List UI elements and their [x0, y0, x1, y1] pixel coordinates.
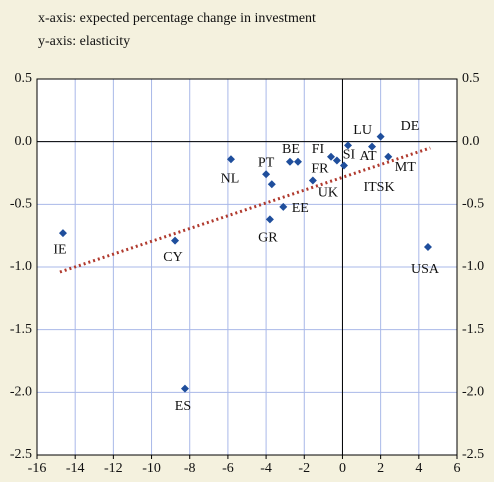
- point-label: IE: [53, 242, 66, 257]
- y-tick-label: -0.5: [10, 197, 32, 212]
- point: [262, 170, 271, 179]
- x-tick-label: -6: [222, 461, 234, 476]
- y-tick-label: -1.5: [462, 322, 484, 337]
- x-tick-label: -10: [142, 461, 161, 476]
- point: [58, 229, 67, 238]
- y-tick-label: 0.5: [462, 71, 480, 86]
- point: [308, 176, 317, 185]
- plot-border: [36, 78, 458, 456]
- point: [332, 156, 341, 165]
- point-label: UK: [318, 186, 338, 201]
- point-label: CY: [163, 250, 182, 265]
- x-tick-label: -4: [260, 461, 272, 476]
- y-tick-label: -2.5: [462, 447, 484, 462]
- point: [339, 161, 348, 170]
- note: y-axis: elasticity: [38, 34, 130, 49]
- annotation: ITSK: [363, 180, 394, 195]
- note: x-axis: expected percentage change in in…: [38, 11, 316, 26]
- point: [423, 242, 432, 251]
- y-tick-label: -2.0: [10, 385, 32, 400]
- point-label: SI: [343, 148, 356, 163]
- y-tick-label: 0.0: [15, 134, 33, 149]
- x-tick-label: -8: [184, 461, 196, 476]
- point-label: FR: [311, 162, 329, 177]
- point-label: MT: [395, 160, 416, 175]
- point-label: USA: [411, 262, 440, 277]
- y-tick-label: -1.0: [462, 259, 484, 274]
- x-tick-label: -16: [28, 461, 47, 476]
- point: [376, 132, 385, 141]
- point: [265, 215, 274, 224]
- y-tick-label: -1.5: [10, 322, 32, 337]
- x-tick-label: 6: [454, 461, 461, 476]
- point: [343, 141, 352, 150]
- point-label: AT: [359, 149, 377, 164]
- point-label: FI: [312, 142, 325, 157]
- point: [171, 236, 180, 245]
- point-label: PT: [258, 155, 275, 170]
- y-tick-label: -0.5: [462, 197, 484, 212]
- point: [267, 180, 276, 189]
- point-label: ES: [175, 399, 191, 414]
- y-tick-label: -2.5: [10, 447, 32, 462]
- y-tick-label: 0.5: [15, 71, 33, 86]
- point-label: LU: [353, 123, 372, 138]
- point: [384, 152, 393, 161]
- trend-line: [59, 146, 431, 274]
- point: [226, 155, 235, 164]
- x-tick-label: -14: [66, 461, 85, 476]
- point-label: GR: [258, 231, 278, 246]
- annotation: DE: [401, 119, 420, 134]
- point: [293, 157, 302, 166]
- point: [180, 384, 189, 393]
- point-label: EE: [292, 201, 309, 216]
- y-tick-label: -2.0: [462, 385, 484, 400]
- x-tick-label: -12: [104, 461, 123, 476]
- y-tick-label: 0.0: [462, 134, 480, 149]
- y-tick-label: -1.0: [10, 259, 32, 274]
- x-tick-label: 0: [339, 461, 346, 476]
- point: [285, 157, 294, 166]
- x-tick-label: 2: [377, 461, 384, 476]
- point: [279, 202, 288, 211]
- point: [327, 152, 335, 161]
- x-tick-label: 4: [415, 461, 422, 476]
- point: [368, 142, 377, 151]
- x-tick-label: -2: [298, 461, 310, 476]
- point-label: NL: [221, 171, 240, 186]
- point-label: BE: [282, 142, 300, 157]
